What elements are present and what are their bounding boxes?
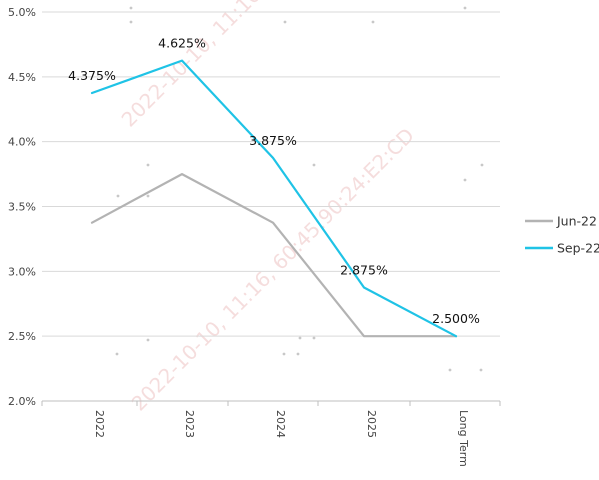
y-tick-label: 3.0% bbox=[8, 265, 36, 278]
y-tick-label: 5.0% bbox=[8, 6, 36, 19]
x-tick-label: 2023 bbox=[183, 410, 196, 438]
series-lines bbox=[90, 59, 458, 338]
background-dot bbox=[463, 178, 467, 182]
data-labels: 4.375% 4.625% 3.875% 2.875% 2.500% bbox=[68, 36, 480, 327]
y-axis-ticks: 2.0% 2.5% 3.0% 3.5% 4.0% 4.5% 5.0% bbox=[8, 6, 36, 408]
background-dots bbox=[115, 6, 484, 372]
x-tick-label: 2022 bbox=[93, 410, 106, 438]
series-line-sep-22 bbox=[90, 59, 458, 338]
data-label: 4.625% bbox=[158, 36, 206, 51]
background-dot bbox=[312, 163, 316, 167]
background-dot bbox=[480, 163, 484, 167]
background-dot bbox=[283, 20, 287, 24]
y-tick-label: 3.5% bbox=[8, 201, 36, 214]
background-dot bbox=[115, 352, 119, 356]
background-dot bbox=[146, 163, 150, 167]
series-line-jun-22 bbox=[90, 173, 458, 338]
y-tick-label: 4.5% bbox=[8, 71, 36, 84]
background-dot bbox=[312, 336, 316, 340]
x-axis-ticks: 2022 2023 2024 2025 Long Term bbox=[41, 401, 501, 467]
background-dot bbox=[116, 194, 120, 198]
watermark: 2022-10-10, 11:16, 60:45:90:24:E2:CD 202… bbox=[117, 0, 419, 416]
background-dot bbox=[296, 352, 300, 356]
background-dot bbox=[448, 368, 452, 372]
data-label: 2.875% bbox=[340, 263, 388, 278]
background-dot bbox=[479, 368, 483, 372]
background-dot bbox=[371, 20, 375, 24]
data-label: 3.875% bbox=[249, 133, 297, 148]
x-tick-label: 2024 bbox=[274, 410, 287, 438]
x-tick-label: Long Term bbox=[457, 410, 470, 467]
background-dot bbox=[146, 194, 150, 198]
watermark-text-top: 2022-10-10, 11:16, 60:45:90:24:E2:CD bbox=[117, 0, 409, 132]
y-tick-label: 2.0% bbox=[8, 395, 36, 408]
legend-label: Sep-22 bbox=[557, 241, 599, 256]
background-dot bbox=[146, 338, 150, 342]
y-tick-label: 4.0% bbox=[8, 136, 36, 149]
background-dot bbox=[129, 6, 133, 10]
y-tick-label: 2.5% bbox=[8, 330, 36, 343]
legend: Jun-22 Sep-22 bbox=[525, 214, 599, 256]
data-label: 4.375% bbox=[68, 68, 116, 83]
x-tick-label: 2025 bbox=[365, 410, 378, 438]
background-dot bbox=[298, 336, 302, 340]
background-dot bbox=[463, 6, 467, 10]
data-label: 2.500% bbox=[432, 311, 480, 326]
background-dot bbox=[129, 20, 133, 24]
legend-label: Jun-22 bbox=[556, 214, 597, 229]
background-dot bbox=[282, 352, 286, 356]
